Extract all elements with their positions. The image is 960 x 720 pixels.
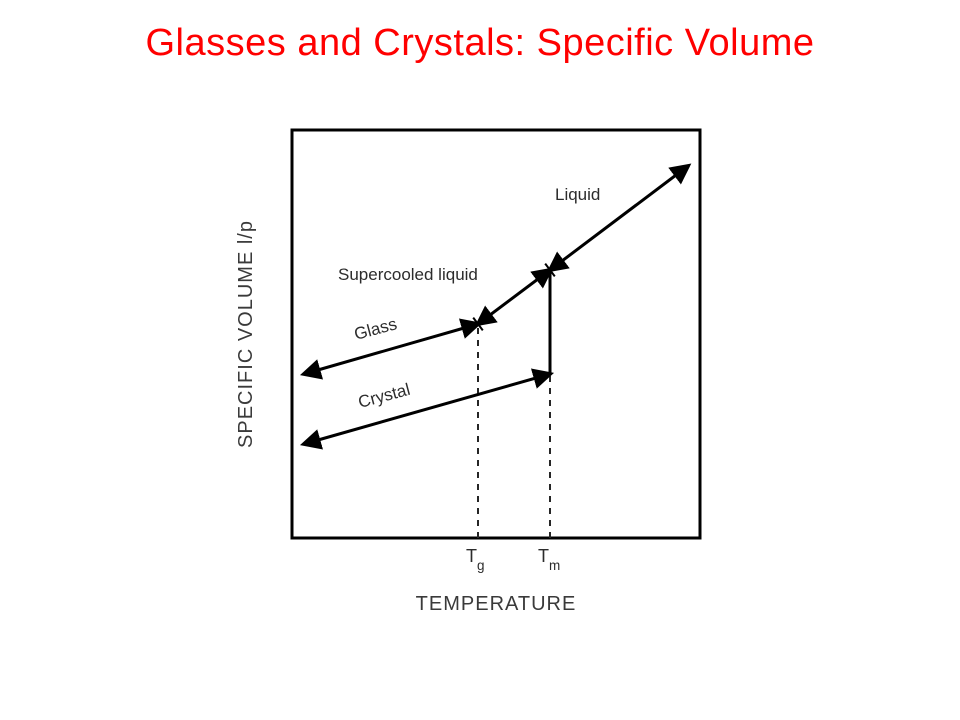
svg-text:TEMPERATURE: TEMPERATURE bbox=[416, 593, 577, 615]
slide: Glasses and Crystals: Specific Volume Li… bbox=[0, 0, 960, 720]
svg-text:Tg: Tg bbox=[466, 546, 485, 573]
phase-diagram: LiquidSupercooled liquidGlassCrystalTgTm… bbox=[220, 110, 750, 640]
svg-text:Supercooled liquid: Supercooled liquid bbox=[338, 265, 478, 284]
svg-text:SPECIFIC VOLUME l/p: SPECIFIC VOLUME l/p bbox=[235, 220, 257, 448]
svg-text:Tm: Tm bbox=[538, 546, 560, 573]
slide-title: Glasses and Crystals: Specific Volume bbox=[0, 22, 960, 65]
svg-text:Liquid: Liquid bbox=[555, 185, 600, 204]
diagram-svg: LiquidSupercooled liquidGlassCrystalTgTm… bbox=[220, 110, 750, 640]
